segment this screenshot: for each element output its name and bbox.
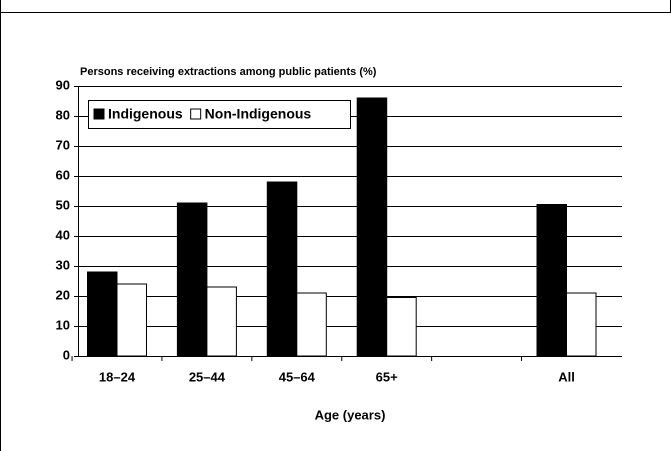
y-tick-label: 90 <box>56 77 70 92</box>
y-tick-label: 80 <box>56 107 70 122</box>
y-tick-label: 70 <box>56 137 70 152</box>
bar <box>116 283 147 357</box>
bar <box>206 286 237 357</box>
y-tick-label: 0 <box>63 347 70 362</box>
bar <box>386 297 417 357</box>
y-tick-label: 10 <box>56 317 70 332</box>
bar <box>296 292 327 357</box>
legend-swatch <box>190 108 202 120</box>
bar <box>536 204 567 357</box>
x-tick-label: All <box>558 369 575 384</box>
bar <box>356 97 388 357</box>
legend-swatch <box>93 108 105 120</box>
bar <box>566 292 597 357</box>
y-tick-label: 20 <box>56 287 70 302</box>
bar <box>266 181 298 357</box>
x-tick-label: 65+ <box>376 369 398 384</box>
bar <box>87 271 118 357</box>
y-tick-label: 30 <box>56 257 70 272</box>
chart-title: Persons receiving extractions among publ… <box>80 66 377 78</box>
legend-box <box>88 100 351 129</box>
x-tick-label: 18–24 <box>99 369 136 384</box>
bar <box>176 202 208 357</box>
x-axis-title: Age (years) <box>315 407 386 422</box>
legend-label: Non-Indigenous <box>205 106 312 122</box>
legend-label: Indigenous <box>108 106 183 122</box>
y-tick-label: 50 <box>56 197 70 212</box>
y-tick-label: 40 <box>56 227 70 242</box>
x-tick-label: 25–44 <box>189 369 226 384</box>
x-tick-label: 45–64 <box>279 369 316 384</box>
y-tick-label: 60 <box>56 167 70 182</box>
